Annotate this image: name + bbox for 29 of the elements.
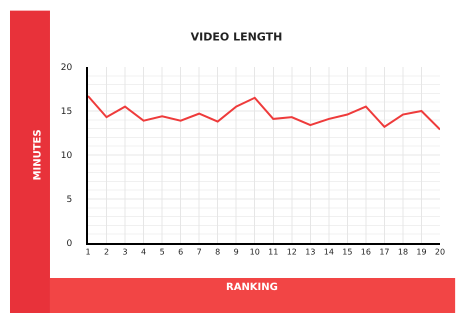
x-tick-label: 19 (416, 248, 427, 257)
line-series (88, 95, 440, 130)
chart-title: VIDEO LENGTH (190, 30, 282, 44)
x-tick-label: 11 (268, 248, 278, 257)
x-tick-label: 8 (215, 248, 220, 257)
x-tick-label: 15 (342, 248, 352, 257)
y-tick-label: 0 (66, 239, 72, 250)
x-tick-label: 5 (160, 248, 165, 257)
y-tick-label: 15 (60, 107, 72, 118)
x-tick-label: 14 (324, 248, 334, 257)
x-tick-label: 16 (360, 248, 371, 257)
y-axis-title: MINUTES (32, 129, 44, 180)
x-axis-title: RANKING (226, 282, 278, 293)
x-tick-label: 13 (305, 248, 316, 257)
x-tick-label: 17 (379, 248, 390, 257)
y-tick-label: 10 (60, 151, 72, 162)
x-tick-label: 1 (85, 248, 91, 257)
x-tick-label: 6 (178, 248, 184, 257)
x-tick-label: 4 (141, 248, 146, 257)
x-tick-label: 2 (104, 248, 110, 257)
x-tick-label: 20 (434, 248, 446, 257)
x-tick-label: 18 (398, 248, 408, 257)
y-tick-label: 5 (66, 195, 72, 206)
x-tick-label: 3 (122, 248, 128, 257)
x-tick-label: 12 (286, 248, 297, 257)
x-tick-label: 7 (196, 248, 202, 257)
x-tick-label: 10 (250, 248, 260, 257)
x-tick-label: 9 (234, 248, 239, 257)
y-tick-label: 20 (60, 63, 72, 74)
